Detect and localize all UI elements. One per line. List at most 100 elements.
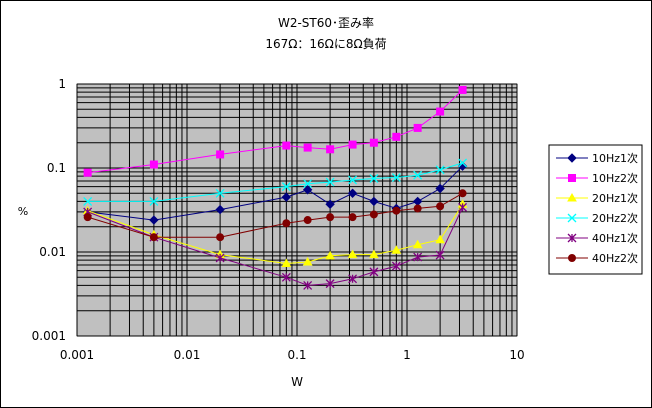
data-point-circle <box>413 204 422 213</box>
y-tick-label: 0.001 <box>32 329 66 343</box>
data-point-circle <box>303 216 312 225</box>
data-point-square <box>369 138 378 147</box>
series-10Hz2次 <box>83 85 467 177</box>
data-point-square <box>326 145 335 154</box>
data-point-square <box>458 85 467 94</box>
data-point-circle <box>83 213 92 222</box>
legend-label: 40Hz1次 <box>592 231 638 245</box>
series-line <box>87 207 464 286</box>
data-point-diamond <box>281 192 292 202</box>
series-40Hz1次 <box>83 202 468 290</box>
legend-item: 40Hz1次 <box>556 231 638 245</box>
data-point-diamond <box>369 196 379 207</box>
x-tick-label: 1 <box>403 348 411 362</box>
legend-item: 10Hz1次 <box>556 151 638 165</box>
y-tick-label: 0.01 <box>39 245 66 259</box>
data-point-diamond <box>149 215 159 225</box>
data-point-diamond <box>302 185 313 195</box>
data-point-circle <box>216 233 225 242</box>
data-point-star <box>435 250 445 260</box>
data-point-star <box>325 279 335 289</box>
data-point-triangle <box>281 258 292 267</box>
data-point-square <box>392 132 401 141</box>
legend-item: 20Hz1次 <box>556 191 638 205</box>
legend-item: 40Hz2次 <box>556 251 638 265</box>
series-40Hz2次 <box>83 189 467 242</box>
legend-box <box>548 144 643 275</box>
series-line <box>87 204 464 265</box>
data-point-triangle <box>325 250 335 260</box>
data-point-triangle <box>347 249 358 259</box>
legend-item: 10Hz2次 <box>556 171 638 185</box>
data-point-x <box>215 188 225 198</box>
data-point-x <box>567 213 577 223</box>
data-point-x <box>391 173 401 182</box>
data-point-x <box>435 165 445 175</box>
data-point-square <box>568 174 576 182</box>
series-20Hz2次 <box>83 158 468 206</box>
data-point-square <box>436 107 445 116</box>
y-tick-label: 0.1 <box>47 161 66 175</box>
data-point-circle <box>458 189 467 198</box>
data-point-x <box>149 196 159 206</box>
data-point-circle <box>348 213 357 222</box>
data-point-star <box>458 202 468 212</box>
data-point-x <box>369 174 379 183</box>
series-layer <box>82 85 468 290</box>
data-point-circle <box>436 202 445 211</box>
data-point-triangle <box>302 257 313 266</box>
legend: 10Hz1次 10Hz2次 20Hz1次 20Hz2次 40Hz1次 40Hz2次 <box>556 151 638 265</box>
data-point-x <box>348 175 358 185</box>
data-point-diamond <box>435 183 445 194</box>
data-point-circle <box>149 233 158 242</box>
legend-label: 20Hz1次 <box>592 191 638 205</box>
data-point-diamond <box>347 188 358 198</box>
data-point-star <box>348 274 358 284</box>
series-line <box>87 162 463 202</box>
data-point-star <box>303 280 313 290</box>
data-point-square <box>303 143 312 152</box>
data-point-x <box>281 182 291 192</box>
grid-lines <box>76 83 518 337</box>
data-point-star <box>413 252 423 262</box>
data-point-square <box>83 168 92 177</box>
data-point-square <box>282 141 291 150</box>
legend-label: 10Hz1次 <box>592 151 638 165</box>
data-point-square <box>216 150 225 159</box>
data-point-x <box>303 179 313 189</box>
x-axis-label: W <box>291 375 303 389</box>
data-point-diamond <box>567 153 577 163</box>
data-point-diamond <box>325 199 335 209</box>
x-tick-label: 0.001 <box>60 348 94 362</box>
data-point-circle <box>392 206 401 215</box>
data-point-circle <box>568 254 576 262</box>
data-point-triangle <box>435 234 445 244</box>
chart-subtitle: 167Ω：16Ωに8Ω負荷 <box>265 37 386 51</box>
data-point-diamond <box>215 204 225 215</box>
data-point-triangle <box>369 249 379 259</box>
series-line <box>87 165 463 221</box>
data-point-star <box>215 253 225 263</box>
legend-label: 40Hz2次 <box>592 251 638 265</box>
data-point-square <box>413 123 422 132</box>
data-point-star <box>391 261 401 271</box>
data-point-circle <box>326 213 335 222</box>
data-point-x <box>83 196 93 206</box>
data-point-x <box>458 158 468 168</box>
data-point-square <box>149 160 158 169</box>
x-tick-label: 10 <box>509 348 524 362</box>
data-point-star <box>369 267 379 277</box>
data-point-triangle <box>567 192 577 202</box>
legend-label: 10Hz2次 <box>592 171 638 185</box>
data-point-triangle <box>391 245 402 254</box>
data-point-circle <box>282 219 291 228</box>
data-point-square <box>348 140 357 149</box>
legend-label: 20Hz2次 <box>592 211 638 225</box>
data-point-triangle <box>412 239 423 249</box>
x-tick-label: 0.01 <box>174 348 201 362</box>
data-point-star <box>567 233 577 243</box>
data-point-circle <box>369 210 378 219</box>
data-point-star <box>281 272 291 282</box>
chart-title: W2-ST60･歪み率 <box>278 15 374 30</box>
